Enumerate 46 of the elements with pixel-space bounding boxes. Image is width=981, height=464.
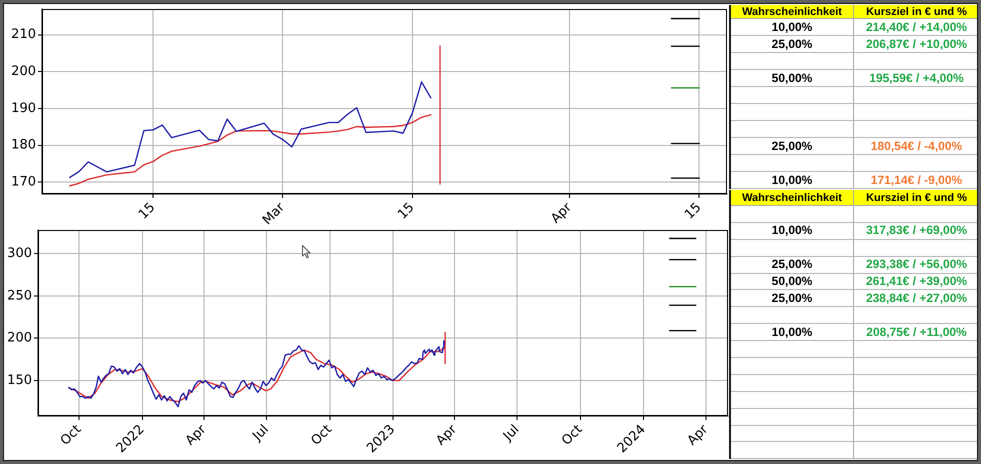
x-tick-label: Jul	[249, 422, 272, 445]
data-label: 293,38€ / +56,00%	[866, 257, 968, 272]
data-label: 208,75€ / +11,00%	[866, 324, 967, 339]
category-label: 10,00%	[772, 20, 812, 34]
text: Kursziel in € und %	[866, 6, 967, 18]
data-label: 180,54€ / -4,00%	[870, 138, 962, 152]
category-label: 25,00%	[772, 36, 812, 50]
category-label: 50,00%	[772, 70, 812, 84]
x-tick-label: Oct	[559, 422, 586, 449]
text: Kursziel in € und %	[866, 192, 967, 204]
category-label: 10,00%	[772, 223, 812, 238]
y-tick-label: 190	[11, 100, 36, 116]
category-label: 50,00%	[772, 274, 812, 288]
x-tick-label: 15	[136, 200, 158, 222]
category-label: 25,00%	[772, 257, 812, 272]
data-label: 317,83€ / +69,00%	[866, 223, 968, 238]
x-tick-label: 15	[682, 200, 704, 222]
x-tick-label: Apr	[182, 422, 210, 449]
y-tick-label: 170	[11, 174, 36, 190]
x-tick-label: Apr	[548, 200, 576, 227]
y-tick-label: 180	[11, 138, 36, 153]
data-label: 171,14€ / -9,00%	[870, 172, 962, 186]
category-label: 10,00%	[772, 324, 812, 339]
category-label: 10,00%	[772, 172, 812, 186]
x-tick-label: Mar	[260, 200, 288, 228]
data-label: 261,41€ / +39,00%	[866, 274, 968, 288]
x-tick-label: Apr	[433, 422, 460, 449]
y-tick-label: 210	[11, 27, 36, 42]
x-tick-label: Oct	[58, 422, 84, 449]
data-label: 195,59€ / +4,00%	[869, 70, 964, 84]
y-tick-label: 200	[7, 330, 32, 346]
x-tick-label: Jul	[500, 422, 522, 445]
x-tick-label: Oct	[308, 422, 336, 449]
x-tick-label: Apr	[684, 422, 712, 449]
data-label: 206,87€ / +10,00%	[866, 36, 968, 50]
y-tick-label: 250	[7, 288, 32, 304]
y-tick-label: 200	[11, 64, 36, 80]
data-label: 214,40€ / +14,00%	[866, 20, 968, 34]
y-tick-label: 150	[7, 372, 32, 388]
category-label: 25,00%	[772, 138, 812, 152]
text: Wahrscheinlichkeit	[742, 192, 842, 204]
data-label: 238,84€ / +27,00%	[866, 290, 968, 305]
text: Wahrscheinlichkeit	[742, 6, 842, 18]
x-tick-label: 15	[395, 200, 418, 222]
category-label: 25,00%	[772, 290, 812, 305]
y-tick-label: 300	[7, 246, 32, 262]
